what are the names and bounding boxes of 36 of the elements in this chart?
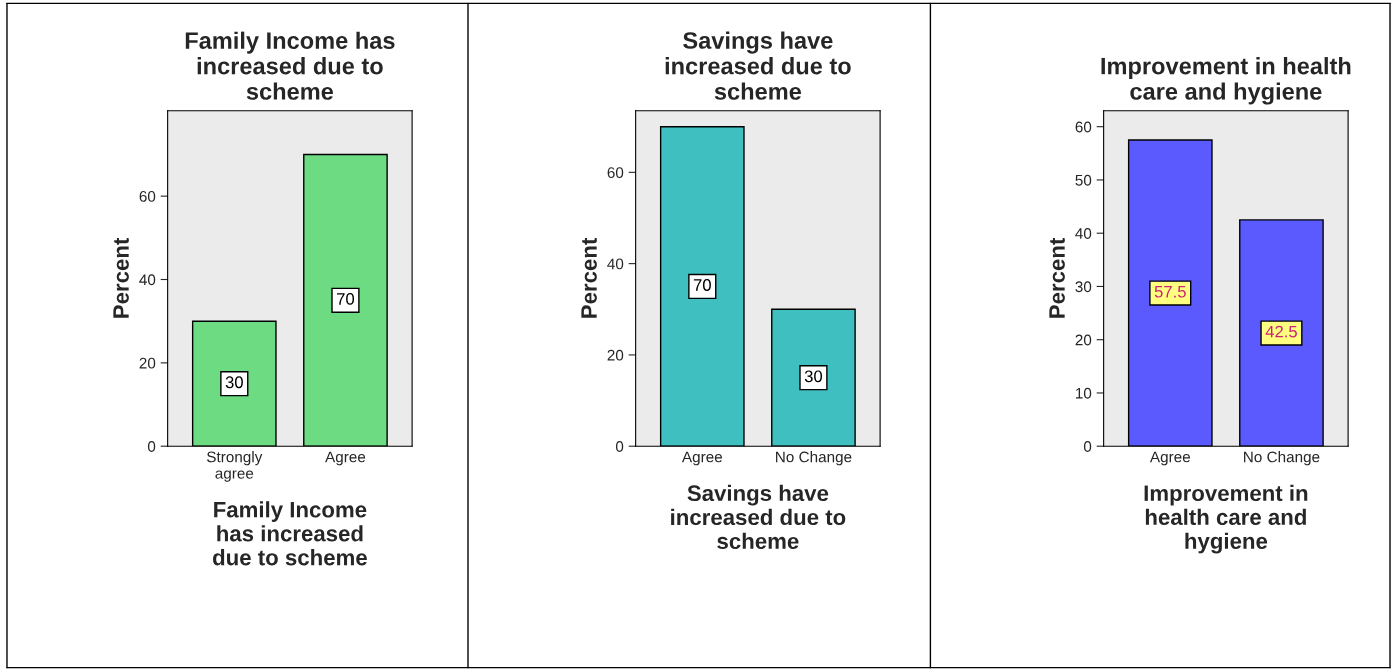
y-tick-label: 30 [1075, 281, 1092, 293]
x-axis-title: Family Income has increased due to scheme [213, 501, 367, 566]
y-tick-label: 50 [1075, 174, 1092, 186]
y-tick-label: 60 [607, 167, 624, 179]
x-tick-label: No Change [1244, 451, 1320, 466]
data-label: 70 [693, 279, 711, 291]
data-label: 42.5 [1265, 325, 1297, 338]
y-tick-label: 40 [1075, 228, 1092, 239]
y-axis-title: Percent [113, 237, 129, 318]
y-tick-label: 0 [147, 441, 156, 452]
chart-title: Savings have increased due to scheme [665, 31, 851, 100]
x-axis-title: Savings have increased due to scheme [671, 484, 846, 550]
y-tick-label: 60 [139, 191, 156, 202]
y-tick-label: 0 [1083, 441, 1092, 452]
y-tick-label: 60 [1075, 121, 1092, 133]
data-label: 57.5 [1154, 285, 1186, 298]
data-label: 30 [225, 376, 243, 389]
y-tick-label: 40 [139, 274, 156, 286]
x-tick-label: Agree [325, 451, 366, 466]
chart-title: Family Income has increased due to scheme [185, 31, 395, 100]
y-tick-label: 10 [1076, 387, 1092, 399]
data-label: 30 [804, 370, 823, 383]
x-tick-label: Agree [1149, 451, 1191, 466]
x-tick-label: Strongly agree [206, 451, 263, 482]
y-tick-label: 20 [1075, 334, 1092, 346]
x-tick-label: Agree [681, 451, 723, 466]
y-tick-label: 20 [607, 349, 624, 361]
chart-title: Improvement in health care and hygiene [1101, 57, 1351, 105]
y-tick-label: 40 [607, 258, 624, 270]
x-axis-title: Improvement in health care and hygiene [1144, 484, 1308, 554]
x-tick-label: No Change [776, 451, 852, 466]
data-label: 70 [337, 293, 355, 305]
y-axis-title: Percent [581, 237, 597, 318]
y-axis-title: Percent [1049, 237, 1065, 318]
y-tick-label: 20 [139, 357, 156, 369]
y-tick-label: 0 [615, 441, 624, 452]
